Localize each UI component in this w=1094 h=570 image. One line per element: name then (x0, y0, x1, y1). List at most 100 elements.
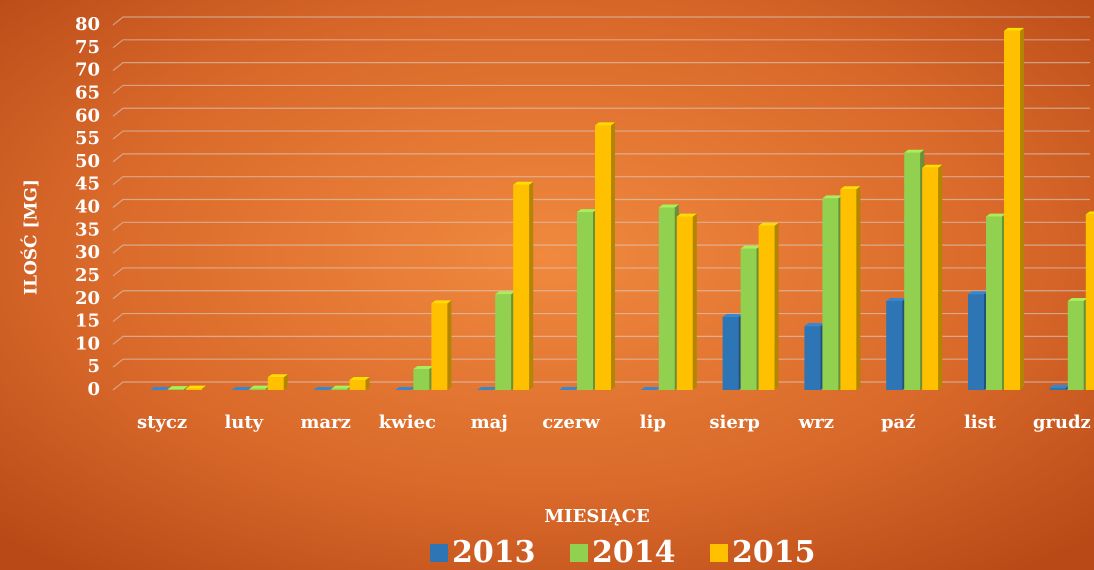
bar (431, 300, 452, 390)
bar-face (968, 294, 984, 390)
x-tick-label: sierp (709, 412, 760, 433)
bar (886, 298, 907, 390)
bar-top (595, 122, 615, 126)
bar (495, 291, 516, 390)
bar-side (447, 300, 452, 390)
bar-face (186, 388, 202, 390)
bar-top (758, 222, 779, 226)
bar (904, 149, 925, 390)
bar (413, 366, 434, 390)
y-tick-label: 10 (75, 333, 100, 354)
bar-side (202, 385, 206, 390)
bar (658, 204, 679, 390)
bar (840, 186, 861, 390)
y-tick-label: 20 (75, 288, 100, 309)
bar-face (1085, 214, 1094, 390)
bar-side (692, 213, 697, 390)
bar (822, 195, 843, 390)
grid-line (112, 39, 1090, 49)
bar-face (595, 125, 611, 390)
bar-face (740, 248, 757, 390)
bar-top (640, 387, 661, 390)
bar-top (150, 387, 170, 390)
bar (1067, 298, 1088, 390)
y-tick-label: 70 (75, 60, 100, 81)
bar-top (1067, 298, 1088, 302)
x-tick-label: lip (640, 412, 666, 433)
grid-line (112, 107, 1090, 117)
bar-face (804, 326, 821, 390)
bar-face (822, 198, 839, 390)
y-tick-label: 45 (75, 174, 100, 195)
bar (168, 386, 188, 390)
bar (577, 209, 597, 390)
bar (595, 122, 615, 390)
bar-top (1004, 27, 1024, 31)
grid-line (112, 62, 1090, 72)
grid-line (112, 221, 1090, 231)
legend-swatch (570, 544, 588, 562)
bar-side (283, 374, 288, 390)
bar-top (231, 387, 252, 390)
bar (395, 387, 416, 390)
legend-label: 2015 (732, 535, 816, 570)
bar (804, 323, 825, 390)
bar (349, 376, 370, 390)
bar-top (559, 387, 579, 390)
bar-face (577, 212, 593, 390)
bar-top (313, 387, 334, 390)
bar-face (267, 377, 284, 390)
legend-label: 2013 (452, 535, 536, 570)
bar (150, 387, 170, 390)
bar-top (804, 323, 825, 327)
bar-side (365, 376, 370, 390)
bar-top (577, 209, 597, 213)
x-tick-label: marz (300, 412, 350, 433)
bar-top (431, 300, 452, 304)
bar (922, 164, 943, 390)
legend-label: 2014 (592, 535, 676, 570)
grid-line (112, 130, 1090, 140)
bar-side (774, 222, 779, 390)
bar-face (722, 317, 739, 390)
y-tick-label: 25 (75, 265, 100, 286)
y-tick-label: 5 (87, 356, 100, 377)
y-tick-label: 55 (75, 128, 100, 149)
bar-top (822, 195, 843, 199)
bar-face (1067, 301, 1084, 390)
y-tick-label: 40 (75, 197, 100, 218)
bar-top (1049, 384, 1070, 388)
y-tick-label: 65 (75, 82, 100, 103)
bar-face (840, 189, 857, 390)
bar (722, 314, 743, 390)
bar-top (658, 204, 679, 208)
bar (267, 374, 288, 390)
grid-line (112, 153, 1090, 163)
y-tick-label: 30 (75, 242, 100, 263)
bar-face (513, 184, 530, 390)
bar-side (856, 186, 861, 390)
bar (513, 181, 534, 390)
bar (477, 387, 498, 390)
x-tick-label: wrz (798, 412, 834, 433)
bar (1049, 384, 1070, 390)
bar-face (676, 216, 693, 390)
legend-swatch (710, 544, 728, 562)
bar-face (1049, 387, 1066, 390)
bar-side (938, 164, 943, 390)
bar-top (740, 245, 761, 249)
x-tick-label: luty (224, 412, 263, 433)
bar-face (331, 388, 348, 390)
bar (968, 291, 988, 390)
bar-face (658, 207, 675, 390)
bar (1085, 211, 1094, 390)
bar-side (184, 386, 188, 390)
bar (758, 222, 779, 390)
bar-side (611, 122, 615, 390)
y-tick-label: 35 (75, 219, 100, 240)
bar-face (1004, 30, 1020, 391)
x-tick-label: paź (881, 412, 915, 433)
bar-face (431, 303, 448, 390)
y-tick-label: 60 (75, 105, 100, 126)
